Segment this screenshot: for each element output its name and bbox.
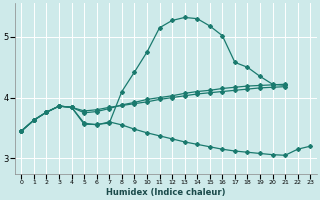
X-axis label: Humidex (Indice chaleur): Humidex (Indice chaleur) [106, 188, 226, 197]
